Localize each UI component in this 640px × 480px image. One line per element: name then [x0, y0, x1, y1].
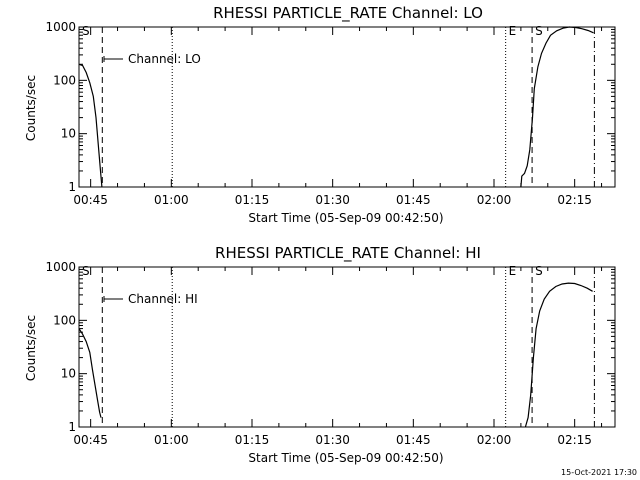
- x-tick-label: 02:00: [477, 433, 512, 447]
- event-marker-label: S: [535, 24, 543, 38]
- y-tick-label: 100: [53, 73, 76, 87]
- x-tick-label: 02:15: [557, 433, 592, 447]
- event-marker-label: S: [535, 264, 543, 278]
- event-marker-label: E: [509, 264, 517, 278]
- legend-label: Channel: LO: [128, 52, 201, 66]
- x-tick-label: 01:30: [315, 193, 350, 207]
- chart-title: RHESSI PARTICLE_RATE Channel: LO: [213, 4, 483, 23]
- x-tick-label: 01:45: [396, 433, 431, 447]
- event-marker-label: S: [82, 24, 90, 38]
- y-tick-label: 100: [53, 313, 76, 327]
- series-line: [78, 63, 103, 188]
- x-tick-label: 01:15: [235, 433, 270, 447]
- x-tick-label: 01:30: [315, 433, 350, 447]
- legend-label: Channel: HI: [128, 292, 198, 306]
- y-tick-label: 1: [68, 180, 76, 194]
- series-line: [524, 282, 593, 428]
- chart-panel-lo: RHESSI PARTICLE_RATE Channel: LO Counts/…: [24, 4, 616, 225]
- chart-title: RHESSI PARTICLE_RATE Channel: HI: [215, 244, 481, 263]
- y-axis-label: Counts/sec: [24, 75, 38, 141]
- y-tick-label: 1000: [45, 20, 76, 34]
- x-tick-label: 02:15: [557, 193, 592, 207]
- x-tick-label: 01:15: [235, 193, 270, 207]
- y-tick-label: 1000: [45, 260, 76, 274]
- y-tick-label: 1: [68, 420, 76, 434]
- series-line: [520, 26, 594, 188]
- x-tick-label: 00:45: [73, 193, 108, 207]
- y-tick-label: 10: [61, 127, 76, 141]
- y-axis-label: Counts/sec: [24, 315, 38, 381]
- x-axis-label: Start Time (05-Sep-09 00:42:50): [248, 211, 443, 225]
- y-tick-label: 10: [61, 367, 76, 381]
- chart-panel-hi: RHESSI PARTICLE_RATE Channel: HI Counts/…: [24, 244, 616, 465]
- x-tick-label: 01:00: [154, 193, 189, 207]
- event-marker-label: E: [509, 24, 517, 38]
- plot-frame: [78, 26, 616, 188]
- x-tick-label: 01:45: [396, 193, 431, 207]
- x-axis-label: Start Time (05-Sep-09 00:42:50): [248, 451, 443, 465]
- x-tick-label: 00:45: [73, 433, 108, 447]
- x-tick-label: 02:00: [477, 193, 512, 207]
- event-marker-label: S: [82, 264, 90, 278]
- x-tick-label: 01:00: [154, 433, 189, 447]
- series-line: [78, 328, 102, 418]
- footer-timestamp: 15-Oct-2021 17:30: [561, 468, 637, 477]
